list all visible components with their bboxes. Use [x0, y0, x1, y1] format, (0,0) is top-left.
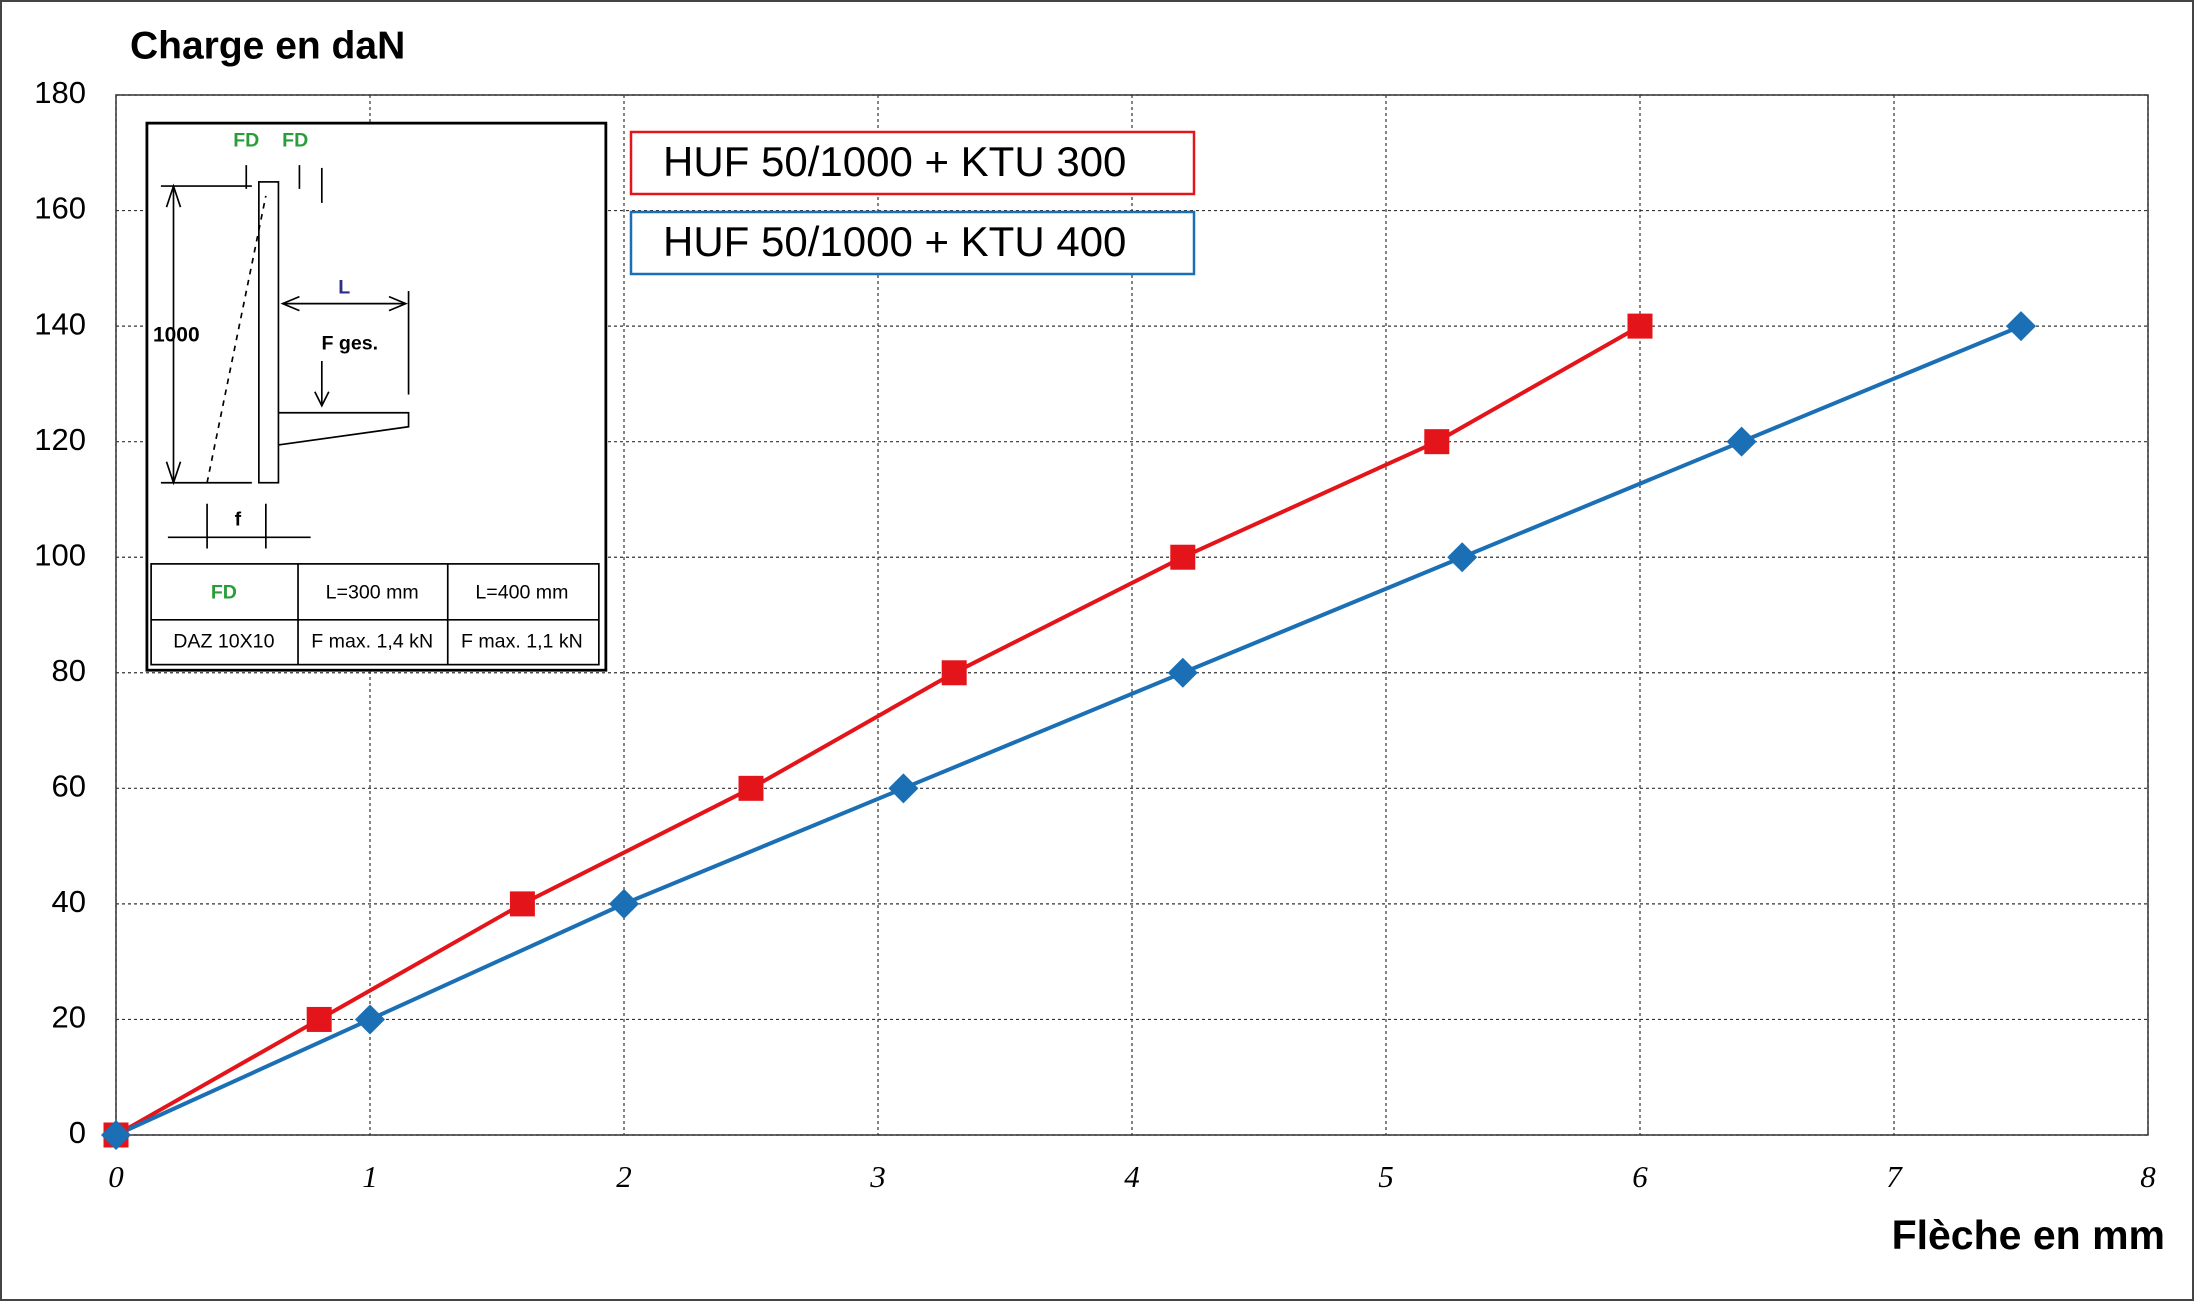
x-tick-label: 4: [1124, 1159, 1140, 1194]
x-tick-label: 2: [616, 1159, 632, 1194]
y-tick-label: 100: [34, 537, 86, 572]
chart-title: Charge en daN: [130, 24, 405, 67]
x-tick-label: 1: [362, 1159, 378, 1194]
inset-frame: [145, 121, 608, 672]
inset-label: FD: [282, 129, 308, 151]
legend-box: [629, 210, 1196, 276]
series-line: [115, 324, 1641, 1137]
x-tick-label: 0: [108, 1159, 124, 1194]
inset-label: 1000: [153, 323, 200, 346]
marker: [1627, 313, 1653, 339]
table-cell: L=400 mm: [475, 581, 568, 603]
y-tick-label: 180: [34, 75, 86, 110]
arrow: [280, 295, 408, 312]
x-axis-label: Flèche en mm: [1892, 1212, 2165, 1258]
x-tick-label: 3: [869, 1159, 886, 1194]
legend-box: [629, 130, 1196, 196]
marker: [609, 888, 639, 919]
inset-diagram: FD FD L 1000 F ges. f FD L=300 mm L=400 …: [145, 121, 608, 672]
y-tick-label: 0: [69, 1115, 86, 1150]
marker: [355, 1004, 385, 1035]
y-tick-label: 40: [52, 884, 86, 919]
x-tick-label: 5: [1378, 1159, 1394, 1194]
x-tick-label: 7: [1886, 1159, 1903, 1194]
table-cell: L=300 mm: [326, 581, 419, 603]
inset-label: F ges.: [322, 332, 379, 354]
table-cell: FD: [211, 581, 237, 603]
marker: [1170, 544, 1196, 570]
bracket: [278, 411, 410, 446]
inset-label: L: [338, 276, 350, 298]
marker: [888, 773, 919, 804]
inset-table: [150, 563, 600, 666]
y-tick-label: 60: [52, 769, 86, 804]
legend-label: HUF 50/1000 + KTU 300: [663, 138, 1126, 185]
y-tick-label: 80: [52, 653, 86, 688]
table-cell: F max. 1,1 kN: [461, 630, 583, 652]
marker: [1447, 542, 1478, 573]
x-tick-label: 8: [2140, 1159, 2156, 1194]
inset-label: f: [235, 509, 242, 531]
table-cell: DAZ 10X10: [173, 630, 274, 652]
marker: [1424, 429, 1450, 455]
inset-label: FD: [233, 129, 259, 151]
y-tick-label: 140: [34, 306, 86, 341]
marker: [2006, 311, 2036, 342]
deflection-line: [206, 195, 267, 483]
rail: [258, 181, 280, 484]
y-tick-label: 160: [34, 191, 86, 226]
table-cell: F max. 1,4 kN: [311, 630, 433, 652]
arrow: [314, 391, 330, 408]
y-tick-label: 20: [52, 1000, 86, 1035]
marker: [738, 775, 764, 801]
marker: [101, 1120, 131, 1150]
legend-label: HUF 50/1000 + KTU 400: [663, 218, 1126, 265]
marker: [306, 1006, 332, 1032]
marker: [941, 660, 967, 686]
marker: [1167, 657, 1198, 688]
marker: [1726, 426, 1757, 457]
marker: [509, 891, 535, 917]
y-tick-label: 120: [34, 422, 86, 457]
series-line: [115, 324, 2022, 1137]
arrow: [165, 183, 182, 486]
x-tick-label: 6: [1632, 1159, 1648, 1194]
